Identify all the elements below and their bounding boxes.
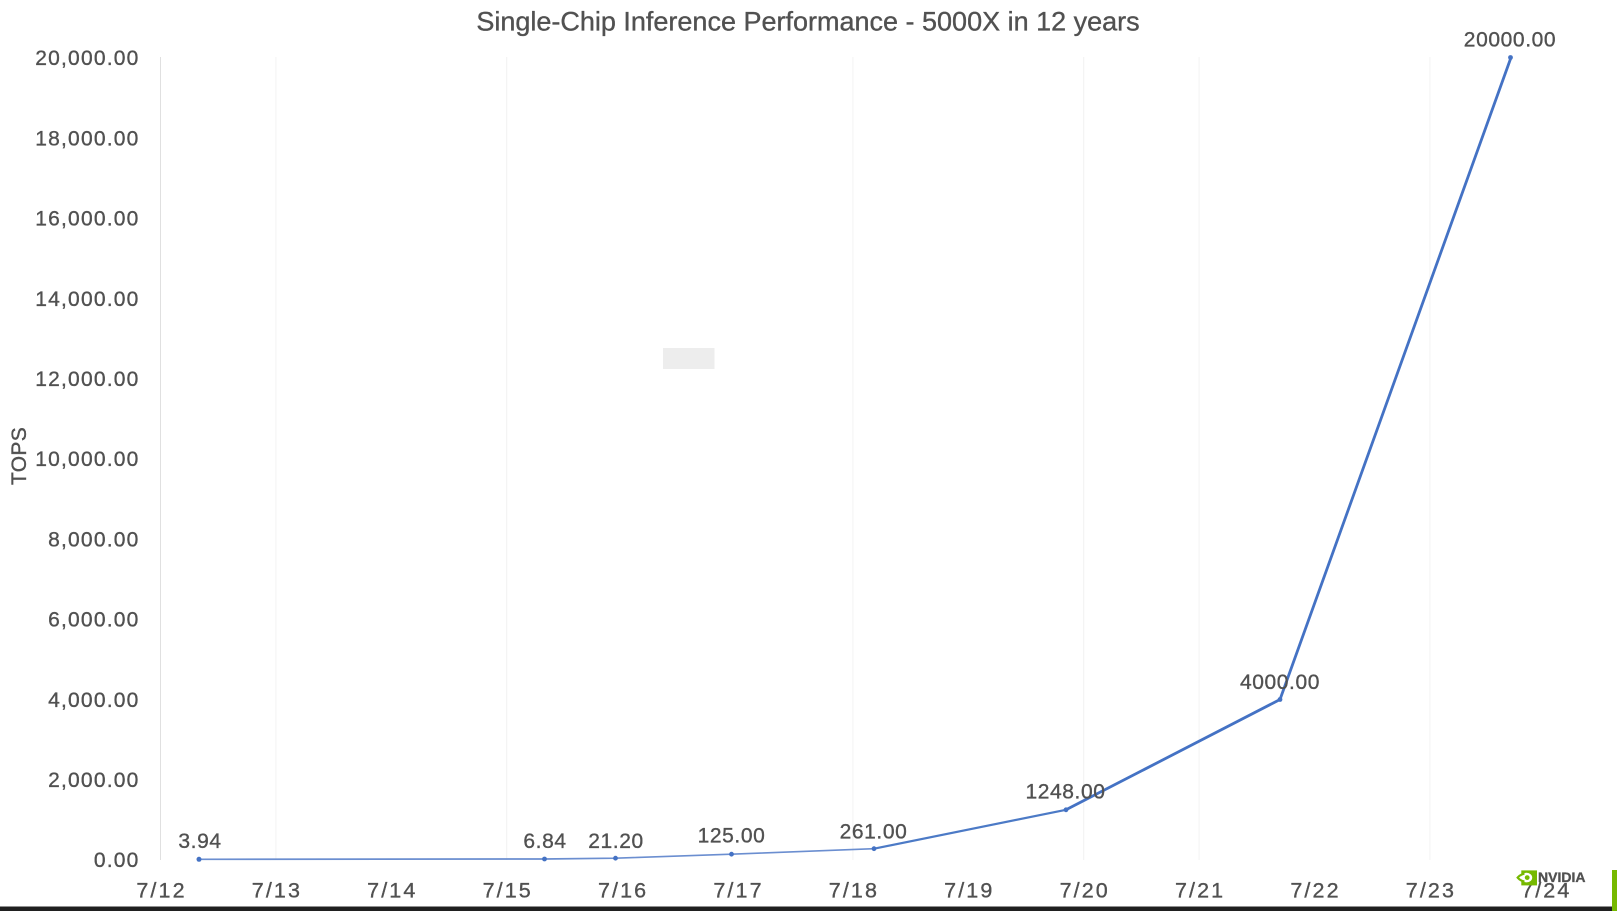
svg-text:NVIDIA: NVIDIA xyxy=(1538,869,1585,885)
svg-text:7/13: 7/13 xyxy=(252,879,302,903)
svg-text:10,000.00: 10,000.00 xyxy=(35,448,139,471)
svg-text:7/19: 7/19 xyxy=(944,879,994,903)
svg-text:20,000.00: 20,000.00 xyxy=(35,47,139,70)
svg-text:4000.00: 4000.00 xyxy=(1240,671,1320,694)
svg-text:20000.00: 20000.00 xyxy=(1464,29,1556,52)
svg-text:14,000.00: 14,000.00 xyxy=(35,288,139,311)
svg-text:261.00: 261.00 xyxy=(840,821,908,844)
svg-text:7/17: 7/17 xyxy=(713,879,763,903)
svg-text:1248.00: 1248.00 xyxy=(1025,781,1105,804)
svg-text:7/12: 7/12 xyxy=(136,879,186,903)
svg-text:8,000.00: 8,000.00 xyxy=(48,528,139,551)
svg-text:21.20: 21.20 xyxy=(588,830,644,853)
svg-text:7/18: 7/18 xyxy=(829,879,879,903)
svg-text:6.84: 6.84 xyxy=(523,830,566,853)
svg-text:7/15: 7/15 xyxy=(483,879,533,903)
svg-text:7/22: 7/22 xyxy=(1290,879,1340,903)
svg-text:7/14: 7/14 xyxy=(367,879,417,903)
svg-text:7/23: 7/23 xyxy=(1406,879,1456,903)
svg-text:7/16: 7/16 xyxy=(598,879,648,903)
svg-text:TOPS: TOPS xyxy=(8,427,31,485)
svg-text:125.00: 125.00 xyxy=(698,825,766,848)
svg-text:4,000.00: 4,000.00 xyxy=(48,689,139,712)
svg-text:7/21: 7/21 xyxy=(1175,879,1225,903)
svg-text:18,000.00: 18,000.00 xyxy=(35,127,139,150)
svg-text:Single-Chip Inference Performa: Single-Chip Inference Performance - 5000… xyxy=(476,7,1139,37)
svg-text:6,000.00: 6,000.00 xyxy=(48,609,139,632)
svg-text:12,000.00: 12,000.00 xyxy=(35,368,139,391)
svg-text:7/20: 7/20 xyxy=(1060,879,1110,903)
svg-text:0.00: 0.00 xyxy=(94,849,140,872)
svg-text:16,000.00: 16,000.00 xyxy=(35,208,139,231)
svg-text:3.94: 3.94 xyxy=(178,830,221,853)
svg-text:2,000.00: 2,000.00 xyxy=(48,769,139,792)
